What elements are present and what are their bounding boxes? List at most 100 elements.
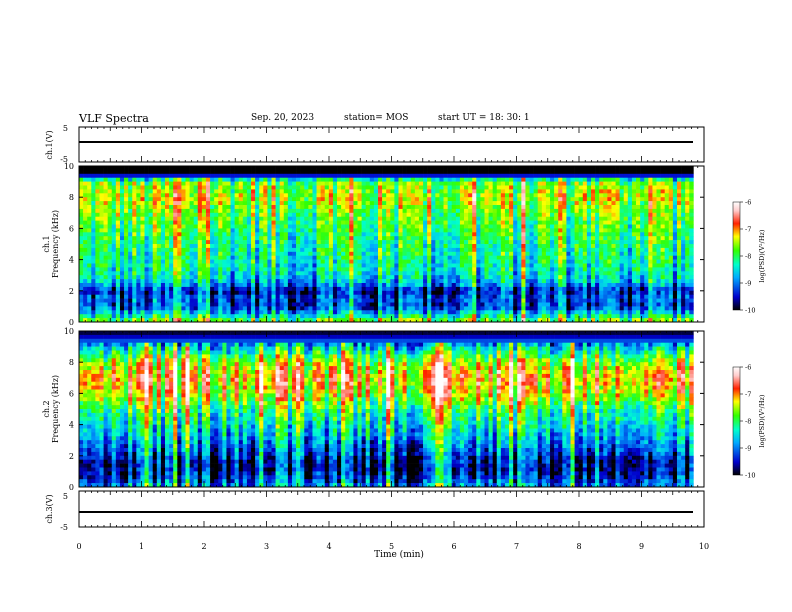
spectrogram-cell [406,216,412,221]
spectrogram-cell [177,201,182,206]
spectrogram-cell [156,310,162,315]
spectrogram-cell [160,247,166,253]
spectrogram-cell [447,177,453,182]
spectrogram-cell [550,197,555,202]
spectrogram-cell [205,208,211,214]
spectrogram-cell [373,205,379,210]
spectrogram-cell [165,205,170,210]
spectrogram-cell [345,251,350,256]
spectrogram-cell [308,251,313,256]
spectrogram-cell [279,228,285,233]
spectrogram-cell [464,240,469,245]
spectrogram-cell [574,244,579,249]
spectrogram-cell [255,201,260,206]
spectrogram-cell [504,216,510,221]
spectrogram-cell [222,197,227,202]
spectrogram-cell [124,212,129,217]
spectrogram-cell [165,294,170,299]
spectrogram-cell [169,224,174,229]
spectrogram-cell [152,314,158,319]
spectrogram-cell [124,306,129,311]
spectrogram-cell [156,290,162,295]
spectrogram-cell [349,267,354,272]
spectrogram-cell [423,166,428,171]
spectrogram-cell [378,263,383,268]
spectrogram-cell [459,166,465,171]
spectrogram-cell [79,166,84,171]
spectrogram-cell [562,201,567,206]
spectrogram-cell [533,216,539,221]
spectrogram-cell [443,255,448,260]
spectrogram-cell [550,318,555,323]
spectrogram-cell [185,236,190,241]
spectrogram-cell [533,193,539,198]
spectrogram-cell [447,279,453,284]
spectrogram-cell [283,173,289,178]
spectrogram-cell [455,271,461,276]
spectrogram-cell [230,201,235,206]
spectrogram-cell [476,279,481,284]
spectrogram-cell [476,181,481,186]
spectrogram-cell [541,244,547,249]
spectrogram-cell [337,181,342,186]
spectrogram-cell [128,314,133,319]
spectrogram-cell [181,263,186,268]
spectrogram-cell [246,271,252,276]
spectrogram-cell [115,166,121,171]
spectrogram-cell [504,275,510,280]
spectrogram-cell [165,216,170,221]
spectrogram-cell [279,314,285,319]
spectrogram-cell [468,244,473,249]
spectrogram-cell [414,212,420,217]
spectrogram-cell [378,169,383,175]
spectrogram-cell [402,197,407,202]
spectrogram-cell [259,263,264,268]
spectrogram-cell [566,216,571,221]
spectrogram-cell [406,244,412,249]
spectrogram-cell [398,240,403,245]
spectrogram-cell [476,189,481,194]
spectrogram-cell [165,208,170,214]
spectrogram-cell [357,298,362,303]
spectrogram-cell [459,205,465,210]
spectrogram-cell [394,279,399,284]
spectrogram-cell [312,166,317,171]
spectrogram-cell [558,212,563,217]
spectrogram-cell [165,302,170,307]
spectrogram-cell [492,290,498,295]
spectrogram-cell [169,244,174,249]
spectrogram-cell [406,314,412,319]
spectrogram-cell [402,212,407,217]
spectrogram-cell [468,169,473,175]
spectrogram-cell [140,185,145,190]
spectrogram-cell [189,314,194,319]
spectrogram-cell [525,267,530,272]
spectrogram-cell [447,247,453,253]
spectrogram-cell [332,236,338,241]
spectrogram-cell [373,283,379,288]
spectrogram-cell [210,251,215,256]
spectrogram-cell [500,240,506,245]
spectrogram-cell [402,173,407,178]
spectrogram-cell [324,228,330,233]
spectrogram-cell [267,197,272,202]
spectrogram-cell [136,240,141,245]
spectrogram-cell [291,228,297,233]
spectrogram-cell [357,275,362,280]
spectrogram-cell [574,169,579,175]
spectrogram-cell [275,185,280,190]
spectrogram-cell [128,193,133,198]
spectrogram-cell [222,306,227,311]
spectrogram-cell [496,201,502,206]
spectrogram-cell [144,279,149,284]
spectrogram-cell [513,298,518,303]
spectrogram-cell [455,220,461,225]
spectrogram-cell [459,240,465,245]
spectrogram-cell [566,201,571,206]
spectrogram-cell [87,177,92,182]
spectrogram-cell [541,263,547,268]
spectrogram-cell [332,298,338,303]
spectrogram-cell [193,189,199,194]
spectrogram-cell [353,271,358,276]
spectrogram-cell [533,189,539,194]
